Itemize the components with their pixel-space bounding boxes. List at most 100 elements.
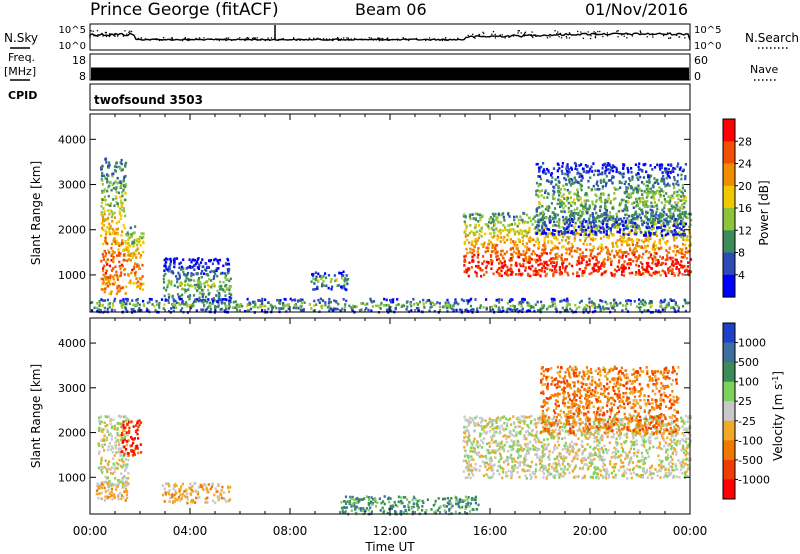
power-scatter-cell [686, 235, 689, 238]
vel-scatter-cell [125, 417, 128, 420]
power-scatter-cell [622, 240, 625, 244]
power-scatter-cell [516, 244, 519, 247]
power-scatter-cell [667, 215, 670, 218]
power-scatter-cell [523, 234, 526, 237]
power-scatter-cell [568, 171, 571, 174]
power-scatter-cell [106, 226, 109, 229]
power-scatter-cell [542, 244, 545, 247]
noise-search-point [231, 39, 233, 41]
power-scatter-cell [473, 226, 476, 230]
power-scatter-cell [628, 177, 631, 180]
power-scatter-cell [535, 226, 538, 229]
vel-scatter-cell [132, 441, 135, 445]
power-scatter-cell [641, 212, 644, 216]
vel-scatter-cell [203, 488, 206, 492]
power-scatter-cell [499, 260, 502, 263]
power-scatter-cell [197, 282, 200, 285]
power-scatter-cell [109, 209, 112, 212]
power-scatter-cell [412, 297, 415, 301]
power-scatter-cell [197, 285, 200, 288]
power-scatter-cell [650, 253, 653, 257]
nsearch-label: N.Search [745, 31, 799, 45]
power-scatter-cell [628, 247, 631, 250]
power-scatter-cell [194, 298, 197, 301]
vel-scatter-cell [126, 454, 129, 458]
noise-search-point [580, 31, 582, 33]
power-scatter-cell [480, 227, 483, 230]
power-scatter-cell [594, 231, 598, 234]
power-scatter-cell [496, 268, 499, 272]
power-scatter-cell [537, 263, 540, 267]
power-scatter-cell [397, 303, 400, 306]
power-scatter-cell [184, 303, 187, 306]
power-scatter-cell [360, 302, 363, 305]
power-scatter-cell [581, 269, 584, 273]
power-scatter-cell [552, 261, 555, 264]
power-scatter-cell [510, 253, 513, 256]
power-scatter-cell [388, 305, 391, 309]
power-scatter-cell [492, 272, 495, 276]
power-scatter-cell [100, 168, 103, 171]
power-scatter-cell [278, 307, 281, 310]
power-scatter-cell [667, 220, 670, 224]
noise-search-point [557, 33, 559, 35]
power-scatter-cell [675, 182, 678, 186]
power-scatter-cell [542, 212, 546, 216]
power-scatter-cell [652, 226, 655, 230]
vel-scatter-cell [560, 467, 563, 471]
vel-scatter-cell [137, 451, 140, 455]
power-scatter-cell [564, 270, 567, 273]
power-scatter-cell [202, 292, 205, 296]
power-scatter-cell [119, 185, 123, 188]
power-scatter-cell [658, 192, 661, 195]
power-scatter-cell [607, 162, 610, 165]
power-scatter-cell [124, 164, 127, 167]
power-scatter-cell [552, 297, 555, 301]
power-scatter-cell [516, 230, 519, 233]
power-scatter-cell [529, 236, 532, 239]
power-scatter-cell [530, 252, 533, 256]
vel-scatter-cell [185, 488, 188, 492]
power-scatter-cell [660, 234, 664, 237]
vel-scatter-cell [107, 415, 110, 418]
power-scatter-cell [340, 310, 343, 313]
power-scatter-cell [126, 299, 129, 302]
power-scatter-cell [264, 304, 267, 308]
power-scatter-cell [108, 163, 111, 167]
noise-search-point [299, 39, 301, 41]
power-scatter-cell [116, 254, 119, 257]
power-scatter-cell [677, 197, 680, 201]
power-scatter-cell [192, 294, 196, 297]
power-scatter-cell [129, 258, 132, 262]
power-scatter-cell [551, 300, 554, 303]
power-scatter-cell [566, 226, 569, 229]
power-scatter-cell [212, 277, 215, 281]
power-scatter-cell [493, 304, 496, 307]
power-scatter-cell [491, 212, 495, 216]
power-scatter-cell [325, 284, 328, 288]
power-scatter-cell [137, 252, 140, 255]
vel-scatter-cell [127, 418, 130, 422]
power-scatter-cell [660, 177, 663, 181]
power-scatter-cell [113, 169, 117, 172]
power-scatter-cell [383, 297, 386, 301]
power-scatter-cell [498, 301, 501, 304]
power-scatter-cell [107, 227, 110, 231]
power-scatter-cell [623, 260, 626, 263]
power-scatter-cell [190, 274, 193, 278]
power-scatter-cell [138, 267, 141, 270]
vel-scatter-cell [220, 494, 223, 498]
vel-scatter-cell [111, 498, 114, 501]
station-title: Prince George (fitACF) [90, 0, 279, 20]
power-scatter-cell [613, 305, 616, 308]
power-scatter-cell [186, 304, 189, 308]
power-scatter-cell [142, 241, 145, 245]
power-scatter-cell [535, 163, 538, 166]
power-scatter-cell [484, 266, 488, 270]
power-scatter-cell [590, 188, 594, 191]
power-scatter-cell [550, 173, 553, 177]
power-scatter-cell [667, 208, 670, 211]
power-scatter-cell [320, 304, 323, 308]
power-scatter-cell [104, 229, 107, 233]
vel-scatter-cell [106, 428, 109, 432]
